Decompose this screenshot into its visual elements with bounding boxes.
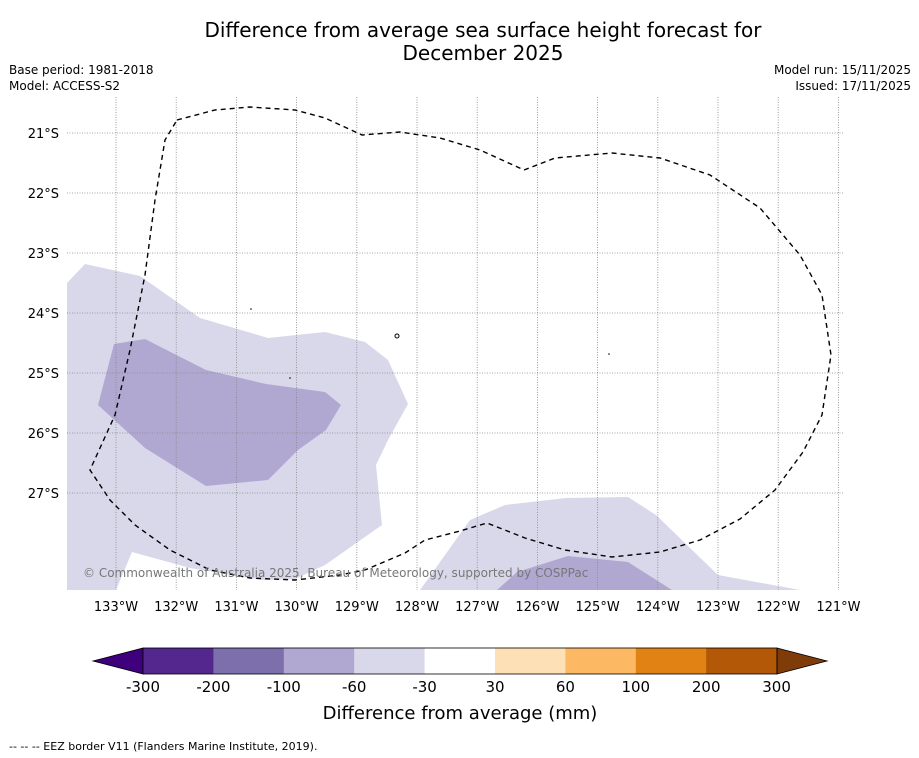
colorbar-title: Difference from average (mm) — [323, 703, 598, 724]
colorbar-tick-label: -30 — [412, 678, 437, 696]
longitude-label: 121°W — [816, 600, 860, 615]
latitude-label: 23°S — [28, 247, 59, 262]
longitude-label: 132°W — [154, 600, 198, 615]
longitude-label: 129°W — [335, 600, 379, 615]
colorbar-segment — [495, 648, 566, 674]
longitude-label: 128°W — [395, 600, 439, 615]
island-marker — [289, 377, 291, 379]
latitude-label: 25°S — [28, 367, 59, 382]
longitude-label: 124°W — [636, 600, 680, 615]
colorbar-tick-label: 60 — [556, 678, 575, 696]
island-marker — [608, 353, 610, 355]
longitude-label: 133°W — [94, 600, 138, 615]
longitude-label: 127°W — [455, 600, 499, 615]
base-period: Base period: 1981-2018 — [9, 63, 154, 77]
latitude-label: 22°S — [28, 187, 59, 202]
copyright-notice: © Commonwealth of Australia 2025, Bureau… — [83, 566, 588, 580]
issued-date: Issued: 17/11/2025 — [795, 79, 911, 93]
colorbar-tick-label: -60 — [342, 678, 367, 696]
colorbar-underflow-triangle — [91, 647, 144, 675]
colorbar-tick-label: 100 — [621, 678, 650, 696]
title-line-1: Difference from average sea surface heig… — [204, 18, 762, 42]
latitude-label: 21°S — [28, 127, 59, 142]
anomaly-region-light-south — [420, 497, 800, 590]
title-line-2: December 2025 — [402, 41, 564, 65]
longitude-label: 122°W — [756, 600, 800, 615]
colorbar-segment — [283, 648, 355, 674]
longitude-label: 130°W — [275, 600, 319, 615]
run-info: Model run: 15/11/2025 Issued: 17/11/2025 — [774, 62, 911, 94]
model-run-date: Model run: 15/11/2025 — [773, 63, 911, 77]
latitude-label: 24°S — [28, 307, 59, 322]
island-marker — [250, 308, 252, 310]
colorbar-segment — [213, 648, 285, 674]
latitude-label: 27°S — [28, 487, 59, 502]
longitude-label: 131°W — [214, 600, 258, 615]
colorbar-tick-label: -300 — [126, 678, 160, 696]
colorbar-segment — [565, 648, 637, 674]
latitude-label: 26°S — [28, 427, 59, 442]
colorbar-segment — [143, 648, 214, 674]
colorbar-segment — [424, 648, 496, 674]
colorbar-tick-label: 200 — [692, 678, 721, 696]
map-title: Difference from average sea surface heig… — [150, 19, 816, 65]
colorbar-frame — [142, 647, 778, 675]
colorbar-segment — [706, 648, 778, 674]
colorbar-tick-label: 30 — [485, 678, 504, 696]
latitude-labels: 21°S 22°S 23°S 24°S 25°S 26°S 27°S — [28, 127, 59, 502]
map-plot-area: © Commonwealth of Australia 2025, Bureau… — [67, 97, 843, 590]
graticule — [67, 97, 843, 590]
colorbar-tick-label: 300 — [762, 678, 791, 696]
colorbar-segment — [354, 648, 426, 674]
colorbar-overflow-triangle — [776, 647, 829, 675]
colorbar-tick-label: -200 — [196, 678, 230, 696]
longitude-labels: 133°W 132°W 131°W 130°W 129°W 128°W 127°W 126°W… — [94, 600, 861, 615]
island-marker — [394, 333, 400, 339]
colorbar-tick-labels: -300 -200 -100 -60 -30 30 60 100 200 300 — [126, 678, 791, 696]
colorbar: -300 -200 -100 -60 -30 30 60 100 200 300 Differen… — [91, 647, 829, 724]
eez-legend-note: -- -- -- EEZ border V11 (Flanders Marine… — [9, 740, 318, 753]
colorbar-segment — [635, 648, 707, 674]
longitude-label: 125°W — [576, 600, 620, 615]
colorbar-tick-label: -100 — [267, 678, 301, 696]
eez-border — [89, 106, 832, 581]
anomaly-region-medium-west — [98, 339, 341, 486]
model-name: Model: ACCESS-S2 — [9, 79, 121, 93]
longitude-label: 126°W — [515, 600, 559, 615]
anomaly-region-medium-south — [497, 556, 672, 590]
longitude-label: 123°W — [696, 600, 740, 615]
base-info: Base period: 1981-2018 Model: ACCESS-S2 — [9, 62, 154, 94]
